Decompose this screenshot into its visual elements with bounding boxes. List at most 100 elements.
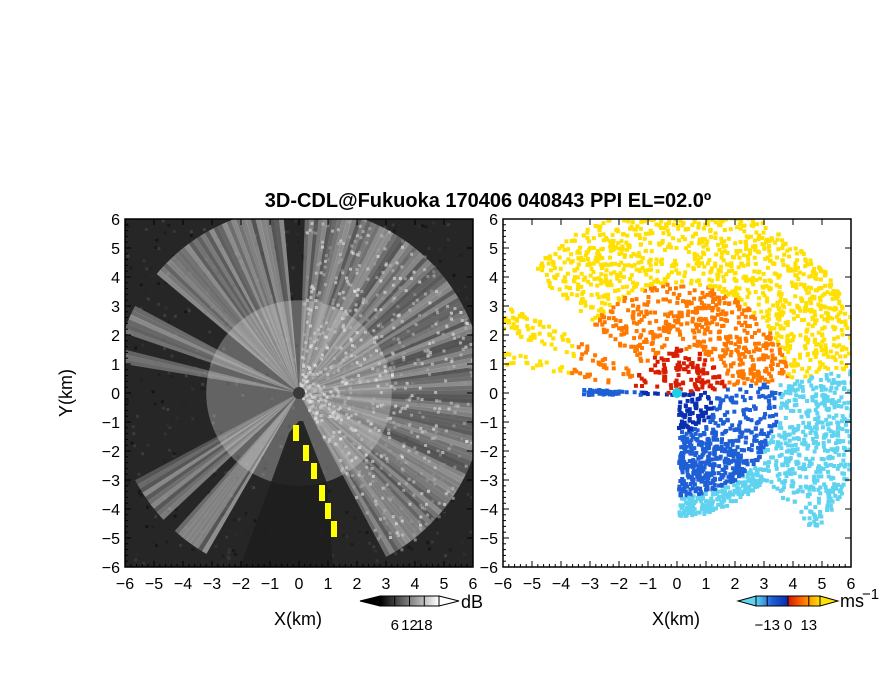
velocity-pixel [689, 501, 694, 506]
velocity-pixel [644, 339, 649, 344]
velocity-pixel [673, 380, 678, 385]
velocity-pixel [669, 385, 674, 390]
reflectivity-ray [299, 219, 343, 393]
reflectivity-speckle [315, 332, 319, 336]
reflectivity-speckle [396, 337, 400, 341]
velocity-pixel [797, 408, 802, 413]
reflectivity-speckle [324, 343, 328, 347]
velocity-pixel [616, 288, 621, 293]
velocity-pixel [632, 263, 637, 268]
velocity-pixel [819, 401, 824, 406]
velocity-pixel [725, 250, 730, 255]
velocity-pixel [716, 471, 721, 476]
velocity-pixel [679, 506, 684, 511]
y-tick-label: 0 [111, 386, 120, 403]
velocity-pixel [727, 262, 732, 267]
reflectivity-speckle [359, 338, 363, 342]
velocity-pixel [723, 208, 727, 212]
velocity-pixel [617, 298, 622, 303]
velocity-pixel [680, 479, 685, 484]
background-speckle [436, 531, 440, 535]
reflectivity-ray [299, 389, 473, 395]
reflectivity-speckle [320, 414, 324, 418]
velocity-pixel [761, 332, 766, 337]
reflectivity-speckle [347, 473, 351, 477]
velocity-pixel [742, 223, 747, 228]
velocity-pixel [634, 267, 639, 272]
velocity-pixel [613, 244, 618, 249]
reflectivity-speckle [344, 466, 348, 470]
velocity-pixel [726, 474, 731, 479]
reflectivity-speckle [322, 392, 326, 396]
velocity-pixel [754, 278, 759, 283]
background-speckle [417, 560, 421, 564]
velocity-pixel [770, 356, 775, 361]
velocity-pixel [729, 459, 734, 464]
velocity-pixel [699, 492, 704, 497]
background-speckle [417, 225, 421, 229]
velocity-pixel [836, 403, 841, 408]
velocity-pixel [606, 316, 611, 321]
reflectivity-speckle [315, 293, 319, 297]
background-speckle [210, 339, 214, 343]
velocity-pixel [648, 228, 653, 233]
velocity-pixel [796, 424, 801, 429]
reflectivity-speckle [324, 399, 328, 403]
velocity-pixel [687, 428, 692, 433]
velocity-pixel [804, 475, 809, 480]
velocity-pixel [803, 264, 808, 269]
velocity-pixel [733, 297, 738, 302]
velocity-pixel [715, 272, 720, 277]
background-speckle [213, 473, 217, 477]
velocity-pixel [624, 240, 629, 245]
velocity-pixel [759, 428, 764, 433]
velocity-pixel [758, 417, 763, 422]
velocity-pixel [701, 430, 706, 435]
velocity-pixel [818, 306, 823, 311]
reflectivity-speckle [420, 362, 424, 366]
velocity-pixel [732, 300, 737, 305]
reflectivity-speckle [377, 537, 381, 541]
reflectivity-speckle [319, 406, 323, 410]
reflectivity-field [125, 219, 473, 567]
reflectivity-speckle [380, 455, 384, 459]
reflectivity-speckle [337, 366, 341, 370]
velocity-pixel [745, 330, 750, 335]
velocity-pixel [628, 374, 633, 379]
velocity-pixel [710, 308, 715, 313]
velocity-pixel [753, 406, 758, 411]
reflectivity-ray [299, 255, 428, 393]
velocity-pixel [806, 285, 811, 290]
velocity-pixel [758, 478, 763, 483]
velocity-pixel [738, 387, 743, 392]
velocity-pixel [805, 369, 810, 374]
velocity-pixel [836, 452, 841, 457]
reflectivity-speckle [394, 381, 398, 385]
velocity-pixel [718, 417, 723, 422]
background-speckle [172, 452, 176, 456]
velocity-pixel [819, 387, 824, 392]
reflectivity-speckle [330, 364, 334, 368]
velocity-pixel [569, 238, 574, 243]
velocity-pixel [839, 395, 844, 400]
reflectivity-speckle [336, 390, 340, 394]
velocity-pixel [705, 327, 710, 332]
reflectivity-speckle [316, 263, 320, 267]
reflectivity-speckle [366, 428, 370, 432]
velocity-pixel [695, 468, 700, 473]
reflectivity-speckle [363, 330, 367, 334]
background-speckle [173, 514, 177, 518]
velocity-pixel [677, 360, 682, 365]
reflectivity-speckle [313, 331, 317, 335]
velocity-pixel [705, 222, 710, 227]
velocity-pixel [698, 296, 703, 301]
reflectivity-speckle [308, 384, 312, 388]
velocity-pixel [677, 412, 682, 417]
x-tick-label: 3 [382, 576, 391, 593]
reflectivity-speckle [402, 356, 406, 360]
velocity-pixel [832, 463, 837, 468]
velocity-pixel [683, 481, 688, 486]
reflectivity-speckle [355, 271, 359, 275]
reflectivity-speckle [374, 308, 378, 312]
velocity-pixel [789, 280, 794, 285]
